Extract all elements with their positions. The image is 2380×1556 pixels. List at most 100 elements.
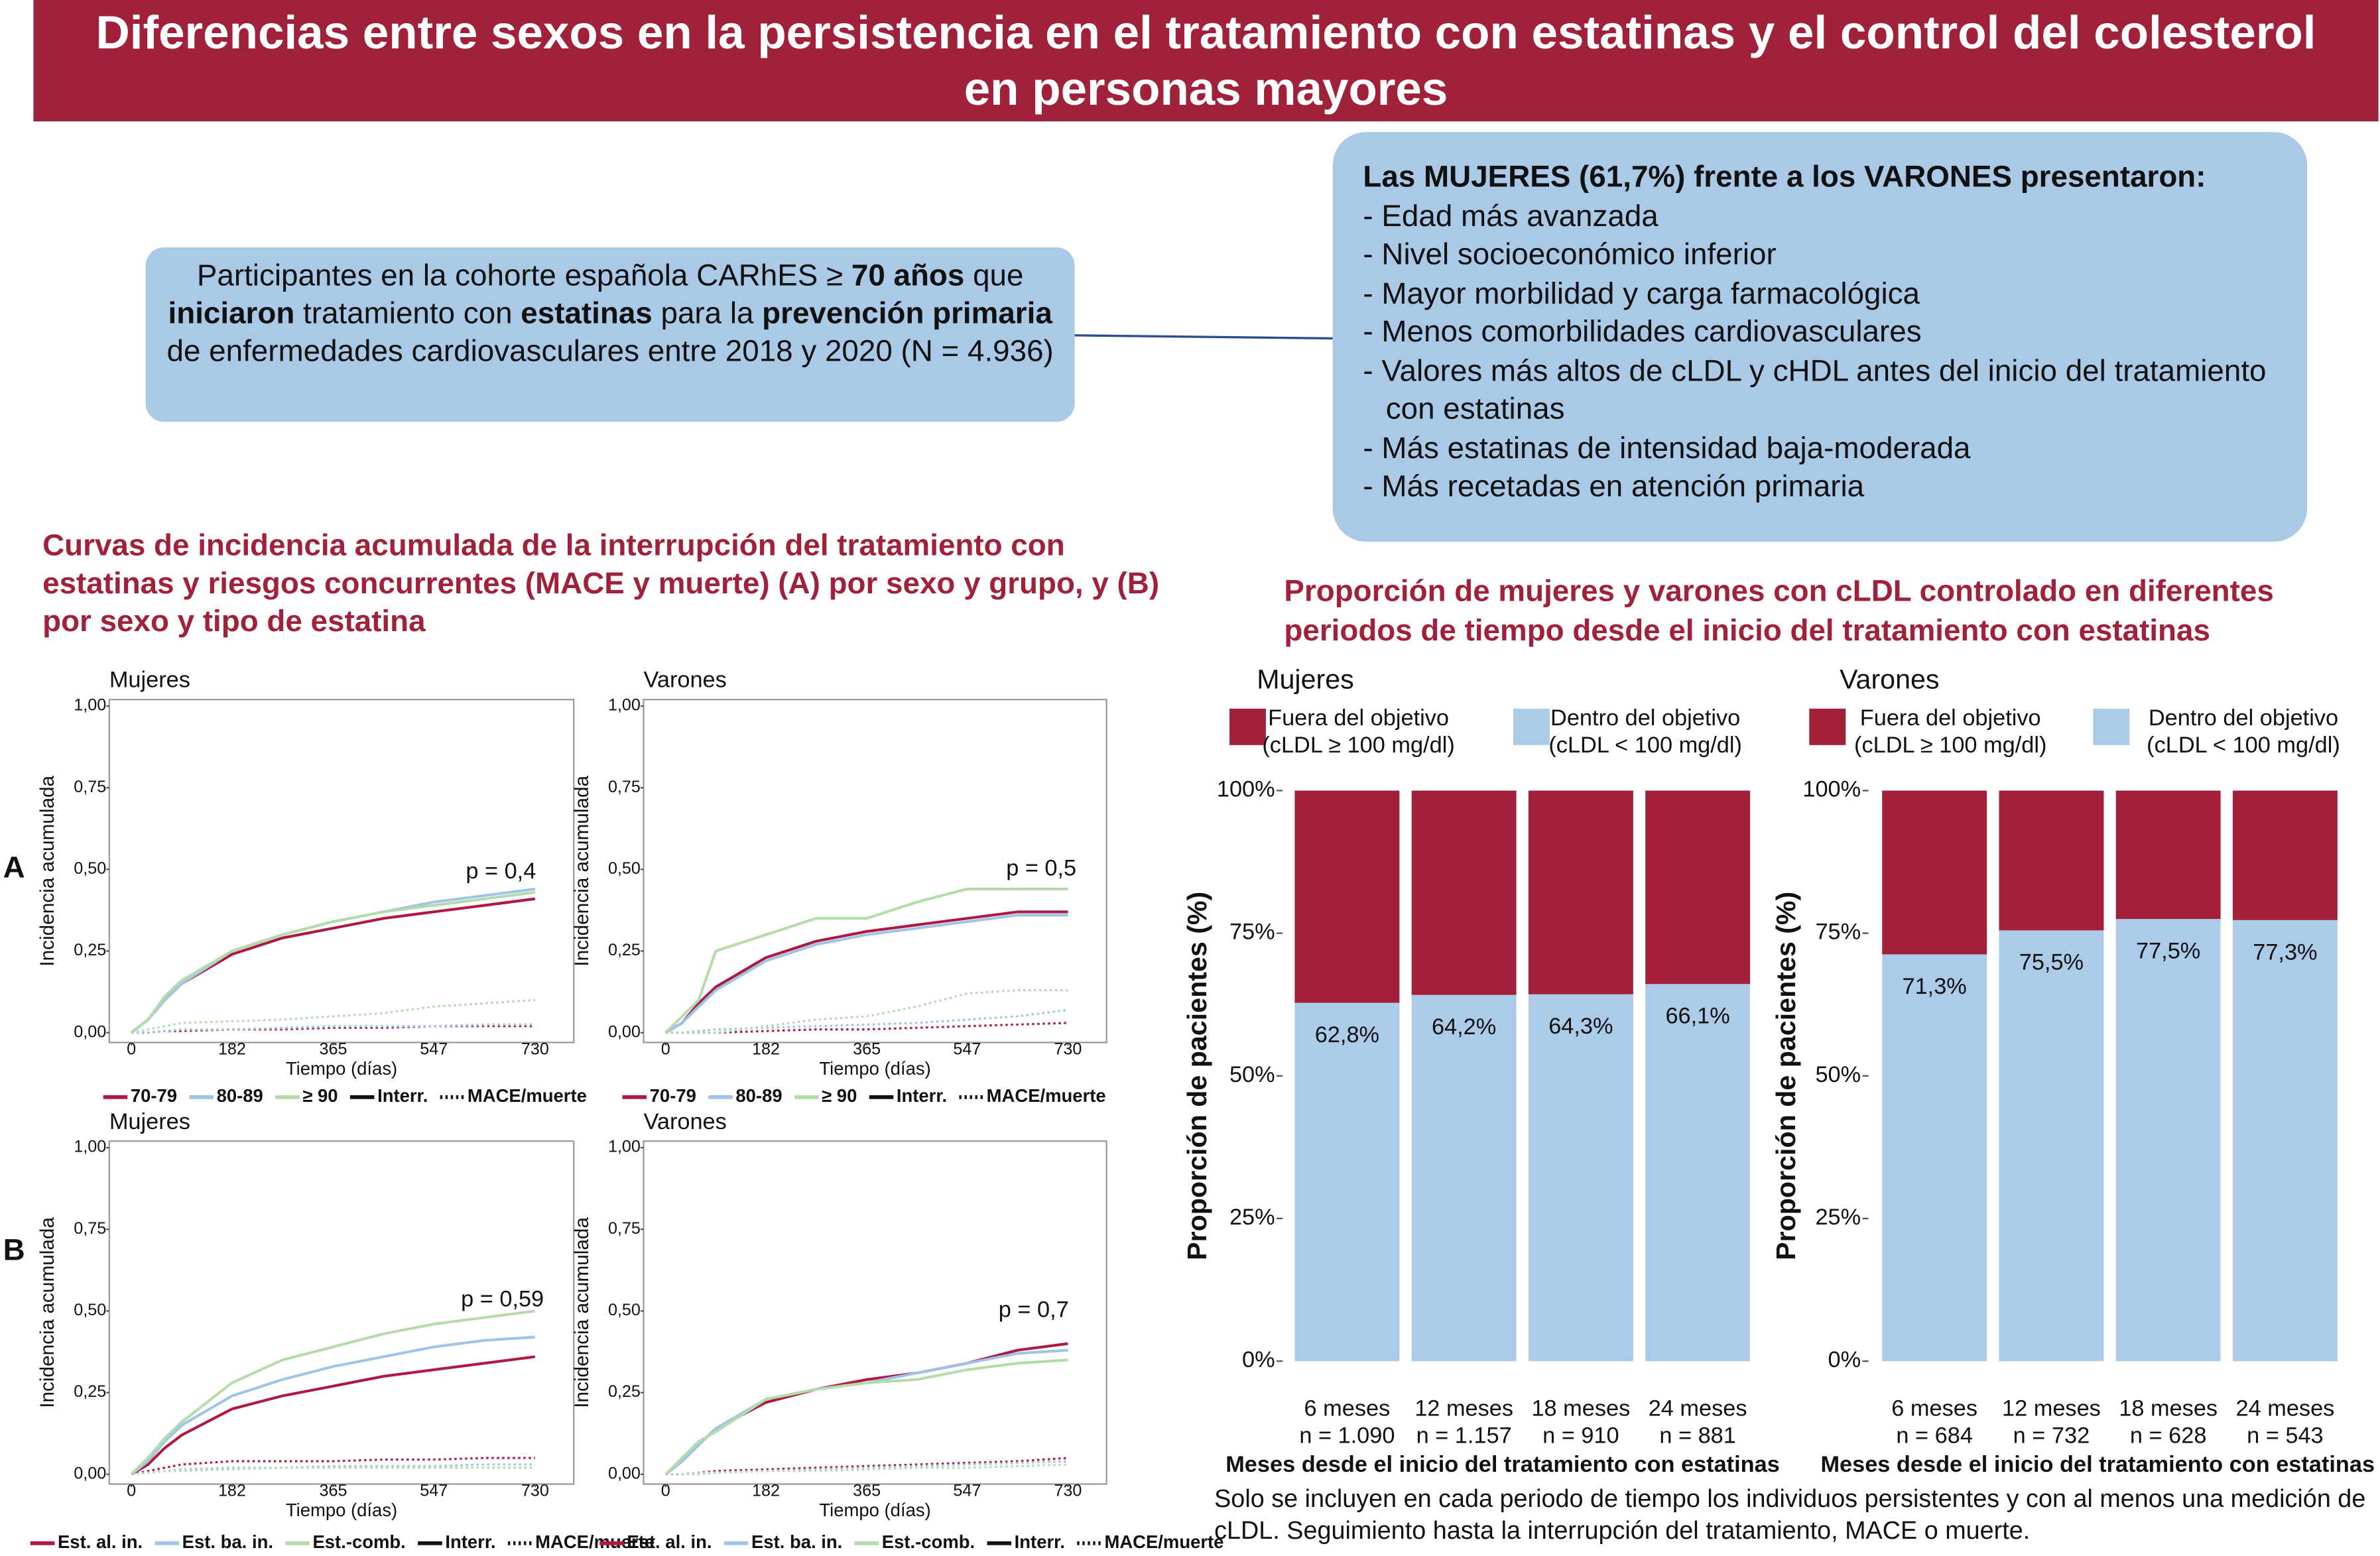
participants-segment: que xyxy=(964,259,1024,293)
footnote: Solo se incluyen en cada periodo de tiem… xyxy=(1214,1485,2366,1545)
x-tick-label: 12 meses xyxy=(1414,1396,1513,1421)
series-line xyxy=(664,887,1068,1034)
x-tick-label: 0 xyxy=(661,1482,670,1500)
x-axis-label: Tiempo (días) xyxy=(819,1500,930,1520)
y-tick-label: 0% xyxy=(1242,1347,1275,1372)
participants-segment: prevención primaria xyxy=(762,297,1052,331)
y-tick-label: 0,75 xyxy=(608,1219,641,1238)
chart-title: Mujeres xyxy=(109,668,190,693)
x-tick-sublabel: n = 732 xyxy=(2013,1423,2090,1449)
value-label: 66,1% xyxy=(1665,1004,1729,1029)
plot-frame xyxy=(108,1140,575,1485)
y-tick-label: 0,50 xyxy=(608,859,641,878)
series-line xyxy=(664,1358,1068,1476)
bar-segment xyxy=(1528,994,1633,1362)
y-tick-label: 0,00 xyxy=(608,1464,641,1482)
legend-label: Interr. xyxy=(897,1085,947,1106)
annotation: p = 0,4 xyxy=(466,859,536,884)
legend-label: Interr. xyxy=(1015,1531,1065,1552)
plot-frame xyxy=(643,699,1107,1044)
y-tick-label: 0,50 xyxy=(74,859,106,878)
y-axis-label: Proporción de pacientes (%) xyxy=(1182,892,1212,1260)
x-axis-label: Meses desde el inicio del tratamiento co… xyxy=(1225,1452,1780,1477)
bar-segment xyxy=(1999,930,2104,1362)
finding-item: - Edad más avanzada xyxy=(1363,199,1659,233)
y-tick-label: 0,25 xyxy=(608,941,641,959)
bar-segment xyxy=(2115,919,2221,1362)
y-tick-label: 25% xyxy=(1815,1205,1861,1230)
series-line xyxy=(131,1023,535,1034)
value-label: 77,3% xyxy=(2253,939,2317,965)
right-section: Proporción de mujeres y varones con cLDL… xyxy=(1284,575,2274,648)
panel-label: B xyxy=(3,1232,25,1266)
value-label: 64,2% xyxy=(1432,1014,1496,1040)
y-tick-label: 0,25 xyxy=(608,1382,641,1401)
bar-segment xyxy=(1411,790,1517,995)
participants-segment: estatinas xyxy=(521,297,653,331)
value-label: 77,5% xyxy=(2136,939,2200,964)
findings: Las MUJERES (61,7%) frente a los VARONES… xyxy=(1333,132,2307,507)
y-tick-label: 0,75 xyxy=(74,1219,106,1238)
x-tick-sublabel: n = 543 xyxy=(2247,1423,2324,1449)
y-axis-label: Proporción de pacientes (%) xyxy=(1771,892,1801,1260)
bar-segment xyxy=(1882,954,1987,1362)
legend-label: MACE/muerte xyxy=(468,1085,587,1106)
x-tick-label: 6 meses xyxy=(1891,1396,1977,1421)
y-tick-label: 0,00 xyxy=(608,1022,641,1041)
participants-segment: Participantes en la cohorte española CAR… xyxy=(196,259,851,293)
section-title: Curvas de incidencia acumulada de la int… xyxy=(42,529,1160,639)
series-line xyxy=(665,1008,1068,1034)
legend-swatch xyxy=(1229,708,1266,745)
legend-label: MACE/muerte xyxy=(535,1531,655,1552)
legend-note: (cLDL < 100 mg/dl) xyxy=(1548,733,1742,758)
y-tick-label: 50% xyxy=(1815,1062,1861,1087)
x-tick-label: 0 xyxy=(127,1482,136,1500)
y-axis-label: Incidencia acumulada xyxy=(36,1217,58,1408)
legend-label: 70-79 xyxy=(131,1085,177,1106)
x-tick-label: 24 meses xyxy=(2236,1396,2335,1421)
y-tick-label: 25% xyxy=(1229,1205,1275,1230)
y-tick-label: 75% xyxy=(1815,920,1861,945)
annotation: p = 0,59 xyxy=(461,1287,544,1312)
legend-label: Est.-comb. xyxy=(312,1531,405,1552)
series-line xyxy=(131,1466,535,1476)
y-tick-label: 0,75 xyxy=(608,778,641,796)
chart-title: Varones xyxy=(1840,664,1939,695)
y-tick-label: 0,50 xyxy=(608,1301,641,1319)
y-tick-label: 0% xyxy=(1828,1347,1861,1372)
y-axis-label: Incidencia acumulada xyxy=(571,775,593,966)
legend-label: Dentro del objetivo xyxy=(2149,705,2338,731)
legend-note: (cLDL ≥ 100 mg/dl) xyxy=(1262,733,1454,758)
y-tick-label: 0,00 xyxy=(74,1464,106,1482)
legend-label: ≥ 90 xyxy=(822,1085,857,1106)
y-tick-label: 75% xyxy=(1229,920,1275,945)
bar-segment xyxy=(2115,790,2221,920)
annotation: p = 0,7 xyxy=(999,1297,1069,1323)
x-axis-label: Meses desde el inicio del tratamiento co… xyxy=(1820,1452,2375,1477)
y-axis-label: Incidencia acumulada xyxy=(571,1217,593,1408)
participants: Participantes en la cohorte española CAR… xyxy=(146,247,1075,372)
x-tick-label: 6 meses xyxy=(1304,1396,1391,1421)
series-line xyxy=(665,1463,1068,1476)
value-label: 64,3% xyxy=(1548,1014,1613,1039)
series-line xyxy=(665,989,1068,1034)
legend-label: Est. ba. in. xyxy=(751,1531,842,1552)
y-tick-label: 0,25 xyxy=(74,941,106,959)
x-axis-label: Tiempo (días) xyxy=(286,1500,397,1520)
legend-label: Fuera del objetivo xyxy=(1860,705,2041,731)
y-axis-label: Incidencia acumulada xyxy=(36,775,58,966)
legend-label: Interr. xyxy=(377,1085,428,1106)
series-line xyxy=(131,998,535,1034)
participants-segment: tratamiento con xyxy=(294,297,521,331)
x-tick-sublabel: n = 881 xyxy=(1659,1423,1736,1449)
series-line xyxy=(130,1309,536,1476)
bar-segment xyxy=(1411,994,1517,1362)
x-tick-label: 18 meses xyxy=(1531,1396,1630,1421)
series-line xyxy=(664,910,1068,1034)
x-axis-label: Tiempo (días) xyxy=(819,1058,930,1079)
series-line xyxy=(130,1335,535,1476)
value-label: 71,3% xyxy=(1903,974,1967,999)
participants-text: Participantes en la cohorte española CAR… xyxy=(146,247,1075,372)
findings-body: Las MUJERES (61,7%) frente a los VARONES… xyxy=(1333,132,2307,507)
section-title: Proporción de mujeres y varones con cLDL… xyxy=(1284,575,2274,648)
